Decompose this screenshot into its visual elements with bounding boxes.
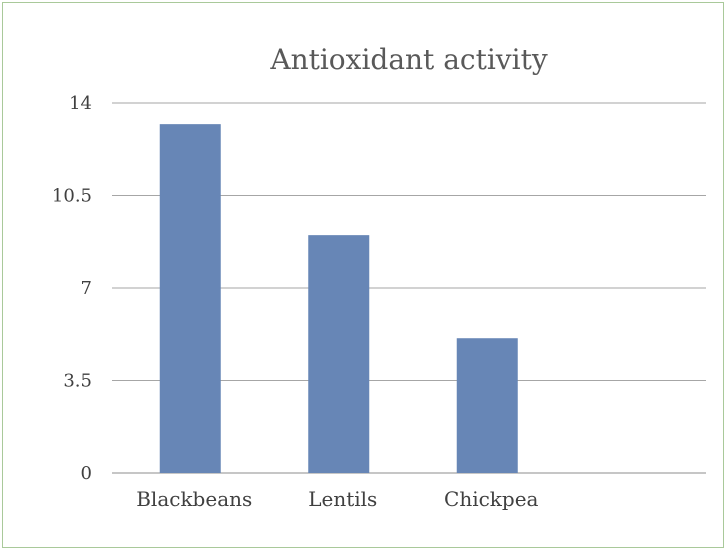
bar bbox=[456, 338, 518, 473]
x-tick-label: Blackbeans bbox=[136, 487, 252, 511]
x-tick-label: Chickpea bbox=[444, 487, 539, 511]
bar bbox=[159, 124, 221, 474]
y-tick-label: 7 bbox=[81, 278, 92, 299]
y-tick-label: 0 bbox=[81, 463, 92, 484]
y-tick-label: 3.5 bbox=[63, 371, 92, 392]
x-tick-labels: Blackbeans Lentils Chickpea bbox=[136, 487, 538, 511]
bar bbox=[308, 235, 370, 473]
y-tick-labels: 0 3.5 7 10.5 14 bbox=[52, 93, 92, 484]
x-tick-label: Lentils bbox=[308, 487, 377, 511]
bars bbox=[159, 124, 518, 474]
y-tick-label: 14 bbox=[69, 93, 92, 114]
y-tick-label: 10.5 bbox=[52, 186, 92, 207]
chart-title: Antioxidant activity bbox=[269, 43, 547, 76]
